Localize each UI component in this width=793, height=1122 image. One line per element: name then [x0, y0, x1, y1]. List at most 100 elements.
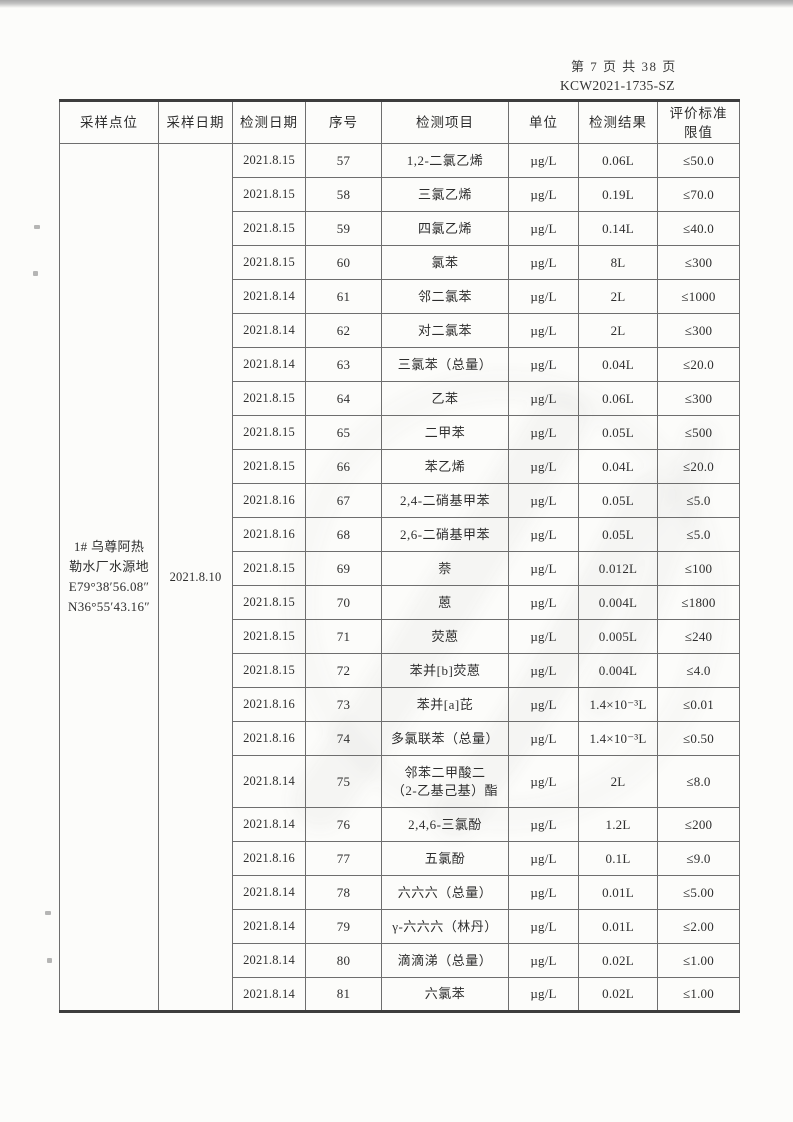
table-row: 2021.8.14 61 邻二氯苯 µg/L 2L ≤1000 [60, 279, 740, 314]
table-row: 2021.8.16 74 多氯联苯（总量） µg/L 1.4×10⁻³L ≤0.50 [60, 721, 740, 756]
scan-speck [45, 911, 51, 915]
cell-unit: µg/L [508, 279, 579, 314]
cell-item: 苯并[a]芘 [381, 687, 509, 722]
cell-seq: 68 [305, 517, 382, 552]
cell-item: γ-六六六（林丹） [381, 909, 509, 944]
cell-unit: µg/L [508, 143, 579, 178]
cell-seq: 63 [305, 347, 382, 382]
cell-unit: µg/L [508, 415, 579, 450]
cell-seq: 62 [305, 313, 382, 348]
cell-test-date: 2021.8.15 [232, 177, 306, 212]
cell-unit: µg/L [508, 449, 579, 484]
cell-unit: µg/L [508, 551, 579, 586]
cell-result: 0.1L [578, 841, 658, 876]
cell-limit: ≤100 [657, 551, 740, 586]
table-row: 2021.8.15 69 萘 µg/L 0.012L ≤100 [60, 551, 740, 586]
cell-test-date: 2021.8.14 [232, 943, 306, 978]
cell-limit: ≤40.0 [657, 211, 740, 246]
cell-test-date: 2021.8.16 [232, 841, 306, 876]
cell-seq: 67 [305, 483, 382, 518]
cell-result: 8L [578, 245, 658, 280]
cell-seq: 65 [305, 415, 382, 450]
col-header-sampling-point: 采样点位 [59, 100, 159, 144]
cell-limit: ≤8.0 [657, 755, 740, 808]
cell-item: 2,4-二硝基甲苯 [381, 483, 509, 518]
cell-unit: µg/L [508, 313, 579, 348]
table-row: 2021.8.15 64 乙苯 µg/L 0.06L ≤300 [60, 381, 740, 416]
cell-item: 邻苯二甲酸二 （2-乙基己基）酯 [381, 755, 509, 808]
cell-result: 2L [578, 279, 658, 314]
cell-limit: ≤70.0 [657, 177, 740, 212]
cell-unit: µg/L [508, 721, 579, 756]
col-header-limit: 评价标准 限值 [657, 100, 740, 144]
cell-item: 邻二氯苯 [381, 279, 509, 314]
col-header-seq: 序号 [305, 100, 382, 144]
cell-item: 荧蒽 [381, 619, 509, 654]
table-row: 2021.8.14 80 滴滴涕（总量） µg/L 0.02L ≤1.00 [60, 943, 740, 978]
cell-item: 三氯苯（总量） [381, 347, 509, 382]
results-tbody: 1# 乌尊阿热 勒水厂水源地 E79°38′56.08″ N36°55′43.16″ 2… [59, 143, 740, 1012]
col-header-sampling-date: 采样日期 [158, 100, 233, 144]
cell-test-date: 2021.8.14 [232, 347, 306, 382]
scan-speck [47, 958, 52, 963]
cell-item: 苯乙烯 [381, 449, 509, 484]
cell-item: 对二氯苯 [381, 313, 509, 348]
table-row: 2021.8.15 58 三氯乙烯 µg/L 0.19L ≤70.0 [60, 177, 740, 212]
cell-unit: µg/L [508, 177, 579, 212]
cell-test-date: 2021.8.16 [232, 517, 306, 552]
sampling-point-line: 1# 乌尊阿热 [73, 539, 145, 554]
cell-result: 0.004L [578, 585, 658, 620]
cell-seq: 64 [305, 381, 382, 416]
cell-sampling-point: 1# 乌尊阿热 勒水厂水源地 E79°38′56.08″ N36°55′43.16″ [59, 143, 159, 1012]
cell-item: 四氯乙烯 [381, 211, 509, 246]
cell-unit: µg/L [508, 585, 579, 620]
cell-seq: 72 [305, 653, 382, 688]
cell-unit: µg/L [508, 347, 579, 382]
cell-limit: ≤20.0 [657, 347, 740, 382]
cell-seq: 77 [305, 841, 382, 876]
cell-test-date: 2021.8.15 [232, 245, 306, 280]
cell-limit: ≤0.01 [657, 687, 740, 722]
cell-item: 1,2-二氯乙烯 [381, 143, 509, 178]
cell-limit: ≤1800 [657, 585, 740, 620]
table-row: 2021.8.16 77 五氯酚 µg/L 0.1L ≤9.0 [60, 841, 740, 876]
table-row: 2021.8.16 73 苯并[a]芘 µg/L 1.4×10⁻³L ≤0.01 [60, 687, 740, 722]
cell-unit: µg/L [508, 381, 579, 416]
cell-seq: 80 [305, 943, 382, 978]
sampling-point-line: N36°55′43.16″ [68, 599, 150, 614]
cell-seq: 69 [305, 551, 382, 586]
col-header-unit: 单位 [508, 100, 579, 144]
cell-item: 滴滴涕（总量） [381, 943, 509, 978]
cell-seq: 57 [305, 143, 382, 178]
scan-speck [34, 225, 40, 229]
col-header-test-date: 检测日期 [232, 100, 306, 144]
cell-result: 0.004L [578, 653, 658, 688]
cell-limit: ≤20.0 [657, 449, 740, 484]
cell-item: 蒽 [381, 585, 509, 620]
cell-test-date: 2021.8.15 [232, 653, 306, 688]
cell-limit: ≤2.00 [657, 909, 740, 944]
cell-test-date: 2021.8.14 [232, 807, 306, 842]
report-number: KCW2021-1735-SZ [560, 78, 675, 93]
cell-result: 0.02L [578, 977, 658, 1012]
cell-unit: µg/L [508, 653, 579, 688]
scan-speck [33, 271, 38, 276]
cell-item: 六六六（总量） [381, 875, 509, 910]
cell-unit: µg/L [508, 943, 579, 978]
cell-result: 2L [578, 755, 658, 808]
cell-item: 二甲苯 [381, 415, 509, 450]
cell-unit: µg/L [508, 977, 579, 1012]
cell-seq: 76 [305, 807, 382, 842]
cell-limit: ≤1.00 [657, 977, 740, 1012]
cell-unit: µg/L [508, 807, 579, 842]
cell-unit: µg/L [508, 211, 579, 246]
cell-item: 2,4,6-三氯酚 [381, 807, 509, 842]
cell-seq: 58 [305, 177, 382, 212]
cell-unit: µg/L [508, 245, 579, 280]
cell-seq: 81 [305, 977, 382, 1012]
cell-result: 1.4×10⁻³L [578, 721, 658, 756]
cell-test-date: 2021.8.14 [232, 313, 306, 348]
cell-result: 0.01L [578, 875, 658, 910]
cell-limit: ≤500 [657, 415, 740, 450]
